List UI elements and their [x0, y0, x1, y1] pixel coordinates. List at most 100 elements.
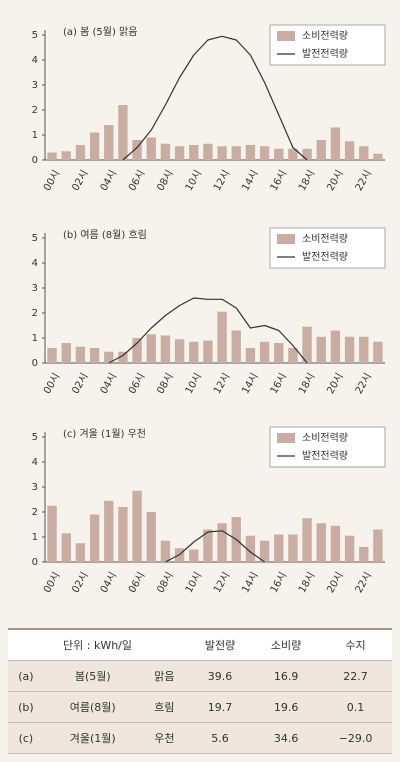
y-tick-label: 2 [32, 105, 38, 116]
bar [104, 500, 114, 562]
table-cell: −29.0 [319, 722, 392, 754]
bar [89, 348, 100, 363]
bar [344, 535, 355, 562]
x-tick-label: 22시 [353, 570, 374, 595]
table-cell: 맑음 [141, 660, 188, 692]
bar [274, 343, 284, 363]
y-tick-label: 5 [32, 432, 38, 443]
x-tick-label: 20시 [324, 570, 345, 595]
y-tick-label: 4 [32, 457, 38, 468]
table-header: 단위 : kWh/일 발전량 소비량 수지 [8, 628, 392, 661]
bar [288, 348, 298, 363]
table-cell: 5.6 [187, 722, 254, 754]
table-cell: (a) [8, 660, 44, 692]
bar [330, 330, 341, 363]
x-tick-label: 12시 [211, 371, 232, 396]
x-tick-label: 02시 [69, 168, 90, 193]
bar [330, 127, 341, 160]
bar [373, 529, 383, 562]
y-tick-label: 1 [32, 130, 38, 141]
bar [132, 140, 142, 160]
x-tick-label: 06시 [126, 570, 147, 595]
y-tick-label: 3 [32, 80, 38, 91]
bar [259, 146, 270, 160]
bar [217, 523, 227, 562]
x-tick-label: 20시 [324, 168, 345, 193]
table-cell: 봄(5월) [43, 660, 142, 692]
bar [217, 311, 227, 363]
bar [373, 153, 383, 160]
bar [118, 105, 128, 160]
table-row: (b) 여름(8월) 흐림 19.7 19.6 0.1 [8, 691, 392, 723]
y-tick-label: 3 [32, 283, 38, 294]
bar [203, 340, 213, 363]
bar [274, 534, 284, 562]
bar [344, 336, 355, 363]
bar [359, 336, 369, 363]
x-tick-label: 20시 [324, 371, 345, 396]
table-cell: 우천 [141, 722, 188, 754]
x-tick-label: 04시 [98, 371, 119, 396]
chart-title: (a) 봄 (5월) 맑음 [63, 26, 137, 38]
bar [259, 540, 270, 562]
bar [288, 534, 298, 562]
x-tick-label: 10시 [183, 371, 204, 396]
legend-label: 발전전력량 [302, 450, 348, 462]
bar [259, 341, 270, 363]
bar [89, 132, 100, 160]
legend-label: 발전전력량 [302, 48, 348, 60]
bar [245, 535, 256, 562]
x-tick-label: 00시 [41, 570, 62, 595]
bar [160, 335, 171, 363]
bar [104, 125, 114, 160]
x-tick-label: 10시 [183, 570, 204, 595]
line [122, 35, 308, 161]
x-tick-label: 10시 [183, 168, 204, 193]
x-tick-label: 12시 [211, 570, 232, 595]
table-cell: 22.7 [319, 660, 392, 692]
table-cell: 19.6 [253, 691, 320, 723]
x-tick-label: 06시 [126, 371, 147, 396]
x-tick-label: 08시 [154, 168, 175, 193]
y-tick-label: 2 [32, 308, 38, 319]
x-tick-label: 16시 [268, 570, 289, 595]
bar [189, 145, 199, 160]
bar [231, 330, 241, 363]
legend-swatch [277, 234, 295, 244]
bar [104, 351, 114, 363]
table-cell: 19.7 [187, 691, 254, 723]
bar [288, 148, 298, 160]
bar [174, 146, 185, 160]
y-tick-label: 0 [32, 557, 38, 568]
bar [75, 543, 86, 562]
x-tick-label: 14시 [239, 570, 260, 595]
y-tick-label: 1 [32, 333, 38, 344]
x-tick-label: 04시 [98, 168, 119, 193]
x-tick-label: 06시 [126, 168, 147, 193]
bar [160, 143, 171, 160]
y-tick-label: 1 [32, 532, 38, 543]
bar [330, 525, 341, 562]
y-tick-label: 0 [32, 358, 38, 369]
bar [373, 341, 383, 363]
line [108, 297, 308, 364]
bar [146, 137, 156, 160]
x-tick-label: 08시 [154, 371, 175, 396]
x-tick-label: 22시 [353, 371, 374, 396]
x-tick-label: 12시 [211, 168, 232, 193]
x-tick-label: 04시 [98, 570, 119, 595]
bar [344, 141, 355, 160]
bar [189, 341, 199, 363]
x-tick-label: 14시 [239, 168, 260, 193]
bar [203, 143, 213, 160]
bar [245, 145, 256, 160]
bar [245, 348, 256, 363]
table-cell: 겨울(1월) [43, 722, 142, 754]
header-cell: 단위 : kWh/일 [8, 628, 188, 661]
table-cell: 34.6 [253, 722, 320, 754]
x-tick-label: 02시 [69, 570, 90, 595]
table-cell: 39.6 [187, 660, 254, 692]
bar [118, 507, 128, 562]
legend-label: 발전전력량 [302, 251, 348, 263]
